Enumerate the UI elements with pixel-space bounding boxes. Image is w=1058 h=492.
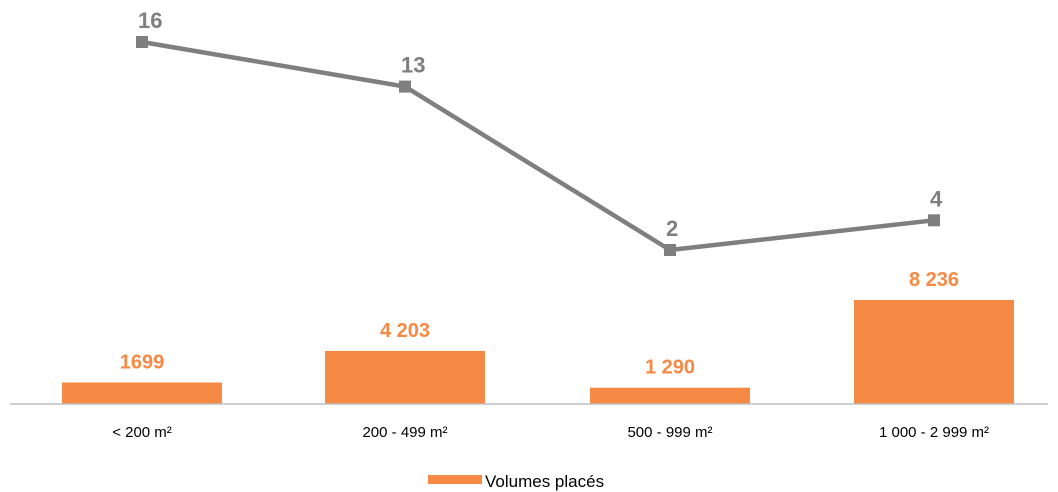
legend-label-volumes-places: Volumes placés <box>485 472 604 491</box>
bar-data-label: 1 290 <box>645 357 695 379</box>
x-tick-label: 1 000 - 2 999 m² <box>879 424 989 441</box>
bar-data-label: 1699 <box>120 352 165 374</box>
line-marker-500-999-m[interactable] <box>664 244 676 256</box>
bar-200-m[interactable] <box>62 382 222 405</box>
line-marker-1-000-2-999-m[interactable] <box>928 214 940 227</box>
line-series: 16 13 2 4 <box>136 8 943 256</box>
line-marker-200-m[interactable] <box>136 36 148 48</box>
line-marker-200-499-m[interactable] <box>399 80 411 93</box>
line-data-label: 13 <box>401 53 425 78</box>
line-data-label: 2 <box>666 216 678 241</box>
bar-1-000-2-999-m[interactable] <box>854 300 1014 404</box>
bar-series: 1699 4 203 1 290 8 236 <box>62 269 1014 404</box>
bar-data-label: 8 236 <box>909 269 959 291</box>
legend[interactable]: Volumes placés <box>428 472 604 491</box>
line-data-label: 4 <box>930 186 943 211</box>
x-axis-tick-labels: < 200 m² 200 - 499 m² 500 - 999 m² 1 000 - … <box>112 424 989 441</box>
legend-swatch-volumes-places <box>428 475 482 484</box>
line-data-label: 16 <box>138 8 162 33</box>
line-path <box>141 39 935 253</box>
bar-data-label: 4 203 <box>380 320 430 342</box>
bar-500-999-m[interactable] <box>590 387 750 404</box>
x-tick-label: 200 - 499 m² <box>362 424 447 441</box>
bar-200-499-m[interactable] <box>325 350 485 404</box>
x-tick-label: 500 - 999 m² <box>627 424 712 441</box>
x-tick-label: < 200 m² <box>112 424 172 441</box>
